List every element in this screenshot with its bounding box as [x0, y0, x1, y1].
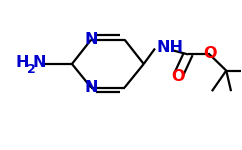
Text: O: O: [203, 46, 216, 61]
Text: N: N: [32, 55, 45, 70]
Text: O: O: [172, 69, 185, 84]
Text: 2: 2: [27, 63, 36, 76]
Text: N: N: [84, 32, 98, 47]
Text: NH: NH: [157, 40, 184, 55]
Text: H: H: [16, 55, 29, 70]
Text: N: N: [84, 80, 98, 95]
